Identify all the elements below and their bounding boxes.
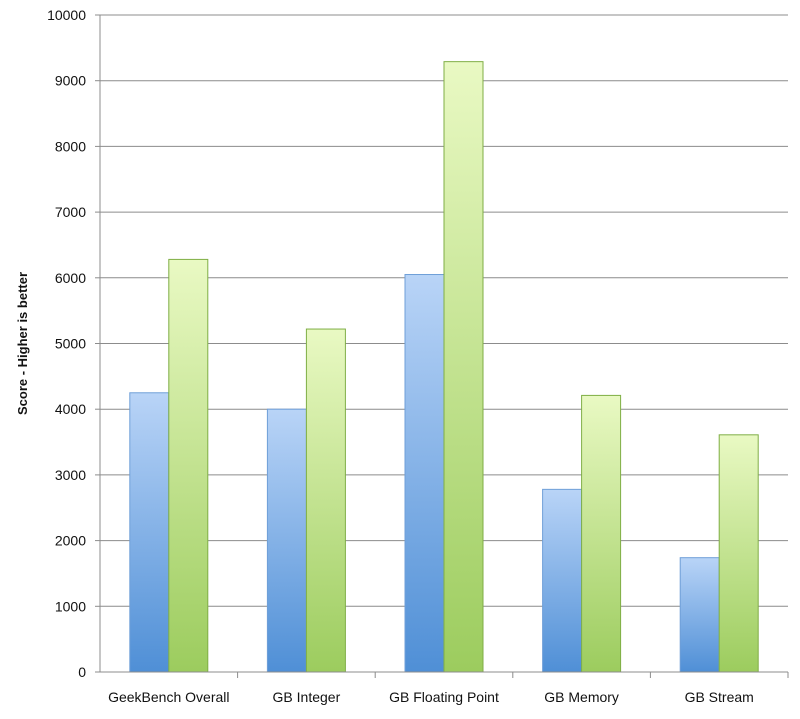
x-category-label: GB Integer <box>273 689 341 705</box>
bar-series-2-gb-integer <box>305 328 346 673</box>
y-tick-label: 3000 <box>55 467 86 483</box>
y-tick-label: 1000 <box>55 598 86 614</box>
bar-series-1-gb-floating-point <box>404 274 445 673</box>
y-tick-label: 5000 <box>55 336 86 352</box>
bar-series-1-gb-memory <box>542 488 583 673</box>
bar-series-2-gb-floating-point <box>443 61 484 673</box>
axes <box>95 14 789 678</box>
bars <box>129 61 759 673</box>
y-tick-label: 6000 <box>55 270 86 286</box>
y-tick-label: 9000 <box>55 73 86 89</box>
x-category-label: GB Stream <box>685 689 754 705</box>
bar-series-2-gb-stream <box>718 434 759 673</box>
bar-series-2-gb-memory <box>581 394 622 673</box>
y-tick-label: 7000 <box>55 204 86 220</box>
y-tick-label: 8000 <box>55 138 86 154</box>
y-tick-label: 2000 <box>55 533 86 549</box>
x-category-label: GB Floating Point <box>389 689 499 705</box>
bar-series-1-gb-stream <box>679 557 720 673</box>
x-category-label: GeekBench Overall <box>108 689 229 705</box>
y-tick-label: 4000 <box>55 401 86 417</box>
bar-series-1-geekbench-overall <box>129 392 170 673</box>
y-tick-label: 0 <box>78 664 86 680</box>
bar-series-2-geekbench-overall <box>168 258 209 673</box>
bar-series-1-gb-integer <box>266 408 307 673</box>
labels: 0 1000 2000 3000 4000 5000 6000 7000 8000 9000 100… <box>15 7 754 705</box>
y-axis-title: Score - Higher is better <box>15 272 30 415</box>
x-category-label: GB Memory <box>544 689 619 705</box>
y-tick-label: 10000 <box>47 7 86 23</box>
